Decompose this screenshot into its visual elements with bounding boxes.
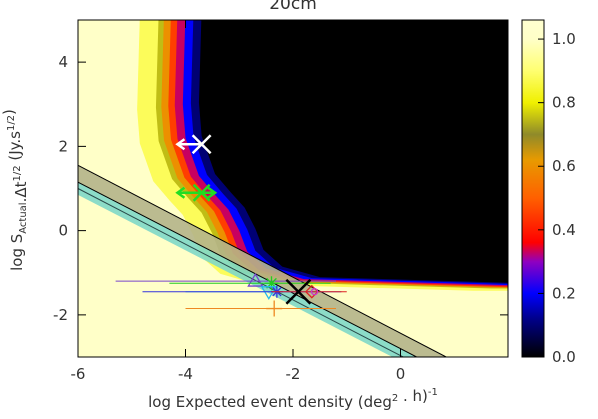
label-part: .Δt <box>12 181 30 202</box>
y-axis-label: log SActual.Δt1/2 (Jy.s1/2) <box>0 109 30 271</box>
marker <box>191 134 212 155</box>
x-tick-label: -2 <box>286 365 301 383</box>
overlay: -6 -4 -2 0 -2 0 2 4 0.0 0.2 0.4 0.6 0.8 1.0 <box>53 19 576 383</box>
limit-arrow <box>175 138 202 151</box>
y-tick-label: -2 <box>53 306 68 324</box>
x-tick-label: 0 <box>396 365 406 383</box>
plot-area <box>78 20 508 357</box>
marker <box>304 284 319 299</box>
y-tick-label: 0 <box>58 222 68 240</box>
label-part: 1/2 <box>6 115 17 131</box>
colorbar-tick-label: 0.2 <box>552 284 576 302</box>
y-tick-label: 2 <box>58 137 68 155</box>
marker <box>247 272 264 287</box>
x-tick-label: -4 <box>178 365 193 383</box>
band-line <box>78 181 417 357</box>
y-tick-label: 4 <box>58 53 68 71</box>
label-part: log Expected event density (deg <box>148 393 392 411</box>
band-line <box>78 164 447 357</box>
label-part: . h) <box>398 387 428 405</box>
marker <box>266 300 283 317</box>
marker <box>285 278 312 305</box>
colorbar-tick-label: 0.8 <box>552 94 576 112</box>
label-part: log S <box>8 234 26 271</box>
label-part: (Jy.s <box>6 131 24 166</box>
label-part: 1/2 <box>12 165 23 181</box>
heatmap-level <box>198 20 508 283</box>
marker <box>192 183 211 202</box>
label-part: Actual <box>18 202 29 233</box>
colorbar-tick-label: 0.0 <box>552 348 576 366</box>
band-line <box>78 188 404 357</box>
label-part: -1 <box>428 387 438 398</box>
colorbar <box>521 19 545 358</box>
x-axis-label: log Expected event density (deg2 . h)-1 <box>148 387 438 411</box>
marker <box>260 286 277 300</box>
limit-arrow <box>201 186 218 199</box>
colorbar-tick-label: 0.4 <box>552 221 576 239</box>
colorbar-tick-label: 1.0 <box>552 30 576 48</box>
colorbar-tick-label: 0.6 <box>552 157 576 175</box>
label-part: ) <box>0 109 18 115</box>
x-tick-label: -6 <box>71 365 86 383</box>
chart-title: 20cm <box>269 0 317 14</box>
limit-arrow <box>175 186 202 199</box>
marker <box>310 288 319 296</box>
marker <box>264 276 279 291</box>
label-part: 2 <box>392 393 398 404</box>
